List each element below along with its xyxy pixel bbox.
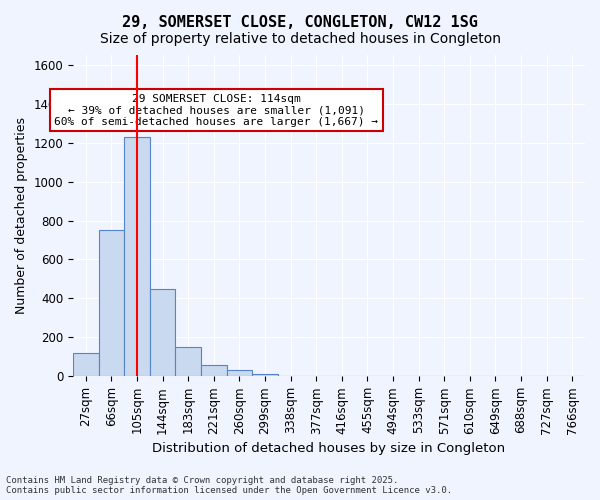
Bar bbox=[73, 353, 98, 376]
Bar bbox=[150, 288, 175, 376]
Bar bbox=[201, 365, 227, 376]
Text: 29, SOMERSET CLOSE, CONGLETON, CW12 1SG: 29, SOMERSET CLOSE, CONGLETON, CW12 1SG bbox=[122, 15, 478, 30]
X-axis label: Distribution of detached houses by size in Congleton: Distribution of detached houses by size … bbox=[152, 442, 506, 455]
Text: Size of property relative to detached houses in Congleton: Size of property relative to detached ho… bbox=[100, 32, 500, 46]
Text: 29 SOMERSET CLOSE: 114sqm
← 39% of detached houses are smaller (1,091)
60% of se: 29 SOMERSET CLOSE: 114sqm ← 39% of detac… bbox=[55, 94, 379, 127]
Text: Contains HM Land Registry data © Crown copyright and database right 2025.
Contai: Contains HM Land Registry data © Crown c… bbox=[6, 476, 452, 495]
Bar bbox=[124, 137, 150, 376]
Bar bbox=[98, 230, 124, 376]
Bar bbox=[227, 370, 252, 376]
Y-axis label: Number of detached properties: Number of detached properties bbox=[15, 117, 28, 314]
Bar bbox=[252, 374, 278, 376]
Bar bbox=[175, 347, 201, 376]
